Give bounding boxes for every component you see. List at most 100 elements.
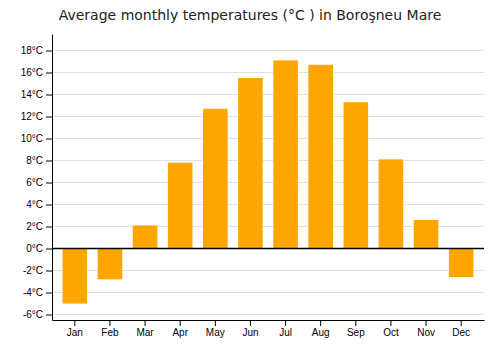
y-tick: 12°C — [21, 111, 52, 122]
x-tick-mark — [250, 320, 251, 326]
y-axis-line — [52, 35, 53, 321]
x-tick: Sep — [347, 320, 365, 338]
x-tick-mark — [390, 320, 391, 326]
y-tick-mark — [46, 161, 52, 162]
bar — [168, 163, 193, 249]
y-tick: -4°C — [23, 287, 52, 298]
grid-line — [52, 182, 484, 183]
y-tick-label: 10°C — [21, 133, 43, 144]
grid-line — [52, 248, 484, 249]
x-axis: Jan Feb Mar Apr May Jun Jul Aug Sep Oct Nov Dec — [53, 320, 485, 338]
x-tick: Dec — [452, 320, 470, 338]
x-tick-label: Dec — [452, 327, 470, 338]
y-tick: 10°C — [21, 133, 52, 144]
y-tick-mark — [46, 139, 52, 140]
x-axis-line — [53, 320, 485, 321]
x-tick-mark — [285, 320, 286, 326]
grid-line — [52, 138, 484, 139]
x-tick-label: Nov — [417, 327, 435, 338]
grid-line — [52, 116, 484, 117]
y-tick-label: -2°C — [23, 265, 43, 276]
x-tick: Apr — [172, 320, 188, 338]
y-tick-label: 2°C — [26, 221, 43, 232]
y-tick-label: 8°C — [26, 155, 43, 166]
x-tick-mark — [74, 320, 75, 326]
y-tick-mark — [46, 51, 52, 52]
y-tick-mark — [46, 249, 52, 250]
x-tick: Feb — [101, 320, 119, 338]
x-tick: Jun — [242, 320, 258, 338]
y-tick-mark — [46, 271, 52, 272]
x-tick-mark — [426, 320, 427, 326]
x-tick: May — [206, 320, 225, 338]
y-tick-mark — [46, 117, 52, 118]
y-tick: 6°C — [26, 177, 52, 188]
bar — [133, 225, 158, 248]
y-tick-label: 12°C — [21, 111, 43, 122]
grid-line — [52, 314, 484, 315]
bar — [203, 109, 228, 249]
y-tick-label: 18°C — [21, 45, 43, 56]
x-tick-label: Sep — [347, 327, 365, 338]
x-tick: Jan — [67, 320, 83, 338]
y-tick-mark — [46, 293, 52, 294]
y-tick-label: 0°C — [26, 243, 43, 254]
y-tick: 18°C — [21, 45, 52, 56]
grid — [52, 51, 484, 315]
x-tick-label: Oct — [383, 327, 399, 338]
y-tick: 16°C — [21, 67, 52, 78]
x-tick-mark — [109, 320, 110, 326]
y-tick: 4°C — [26, 199, 52, 210]
y-tick-label: 14°C — [21, 89, 43, 100]
bar — [379, 159, 404, 248]
bar — [344, 102, 369, 248]
x-tick-mark — [461, 320, 462, 326]
x-tick-label: May — [206, 327, 225, 338]
plot: -6°C -4°C -2°C 0°C 2°C 4°C 6°C 8°C 10°C 12°C 14°C 1… — [21, 35, 485, 339]
x-tick: Oct — [383, 320, 399, 338]
x-tick-label: Jul — [279, 327, 292, 338]
y-tick-label: 16°C — [21, 67, 43, 78]
bar — [449, 249, 474, 278]
x-tick-label: Jun — [242, 327, 258, 338]
y-tick-mark — [46, 315, 52, 316]
y-tick: 2°C — [26, 221, 52, 232]
x-tick-label: Aug — [312, 327, 330, 338]
x-tick-mark — [145, 320, 146, 326]
grid-line — [52, 94, 484, 95]
x-tick: Mar — [136, 320, 154, 338]
grid-line — [52, 50, 484, 51]
x-tick: Jul — [279, 320, 292, 338]
bars — [63, 60, 474, 303]
y-tick-mark — [46, 73, 52, 74]
x-tick-mark — [180, 320, 181, 326]
x-tick-mark — [320, 320, 321, 326]
y-tick: 0°C — [26, 243, 52, 254]
x-tick-label: Mar — [136, 327, 154, 338]
bar — [63, 249, 88, 304]
grid-line — [52, 160, 484, 161]
bar — [414, 220, 439, 249]
grid-line — [52, 204, 484, 205]
x-tick-label: Feb — [101, 327, 119, 338]
y-tick: 8°C — [26, 155, 52, 166]
bar — [238, 78, 263, 249]
bar — [98, 249, 123, 280]
zero-line — [52, 248, 484, 250]
y-tick-label: -4°C — [23, 287, 43, 298]
grid-line — [52, 292, 484, 293]
y-tick: -2°C — [23, 265, 52, 276]
bar — [308, 65, 333, 249]
y-tick: -6°C — [23, 309, 52, 320]
y-tick-label: -6°C — [23, 309, 43, 320]
y-tick-mark — [46, 95, 52, 96]
y-tick: 14°C — [21, 89, 52, 100]
x-tick-label: Jan — [67, 327, 83, 338]
y-tick-label: 6°C — [26, 177, 43, 188]
y-tick-mark — [46, 205, 52, 206]
grid-line — [52, 72, 484, 73]
y-axis: -6°C -4°C -2°C 0°C 2°C 4°C 6°C 8°C 10°C 12°C 14°C 1… — [21, 35, 53, 321]
y-tick-mark — [46, 227, 52, 228]
bar — [273, 60, 298, 248]
y-tick-mark — [46, 183, 52, 184]
